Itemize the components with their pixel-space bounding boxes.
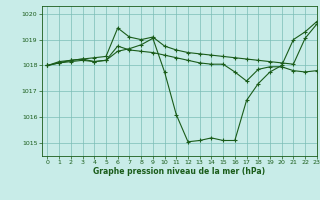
X-axis label: Graphe pression niveau de la mer (hPa): Graphe pression niveau de la mer (hPa) <box>93 167 265 176</box>
